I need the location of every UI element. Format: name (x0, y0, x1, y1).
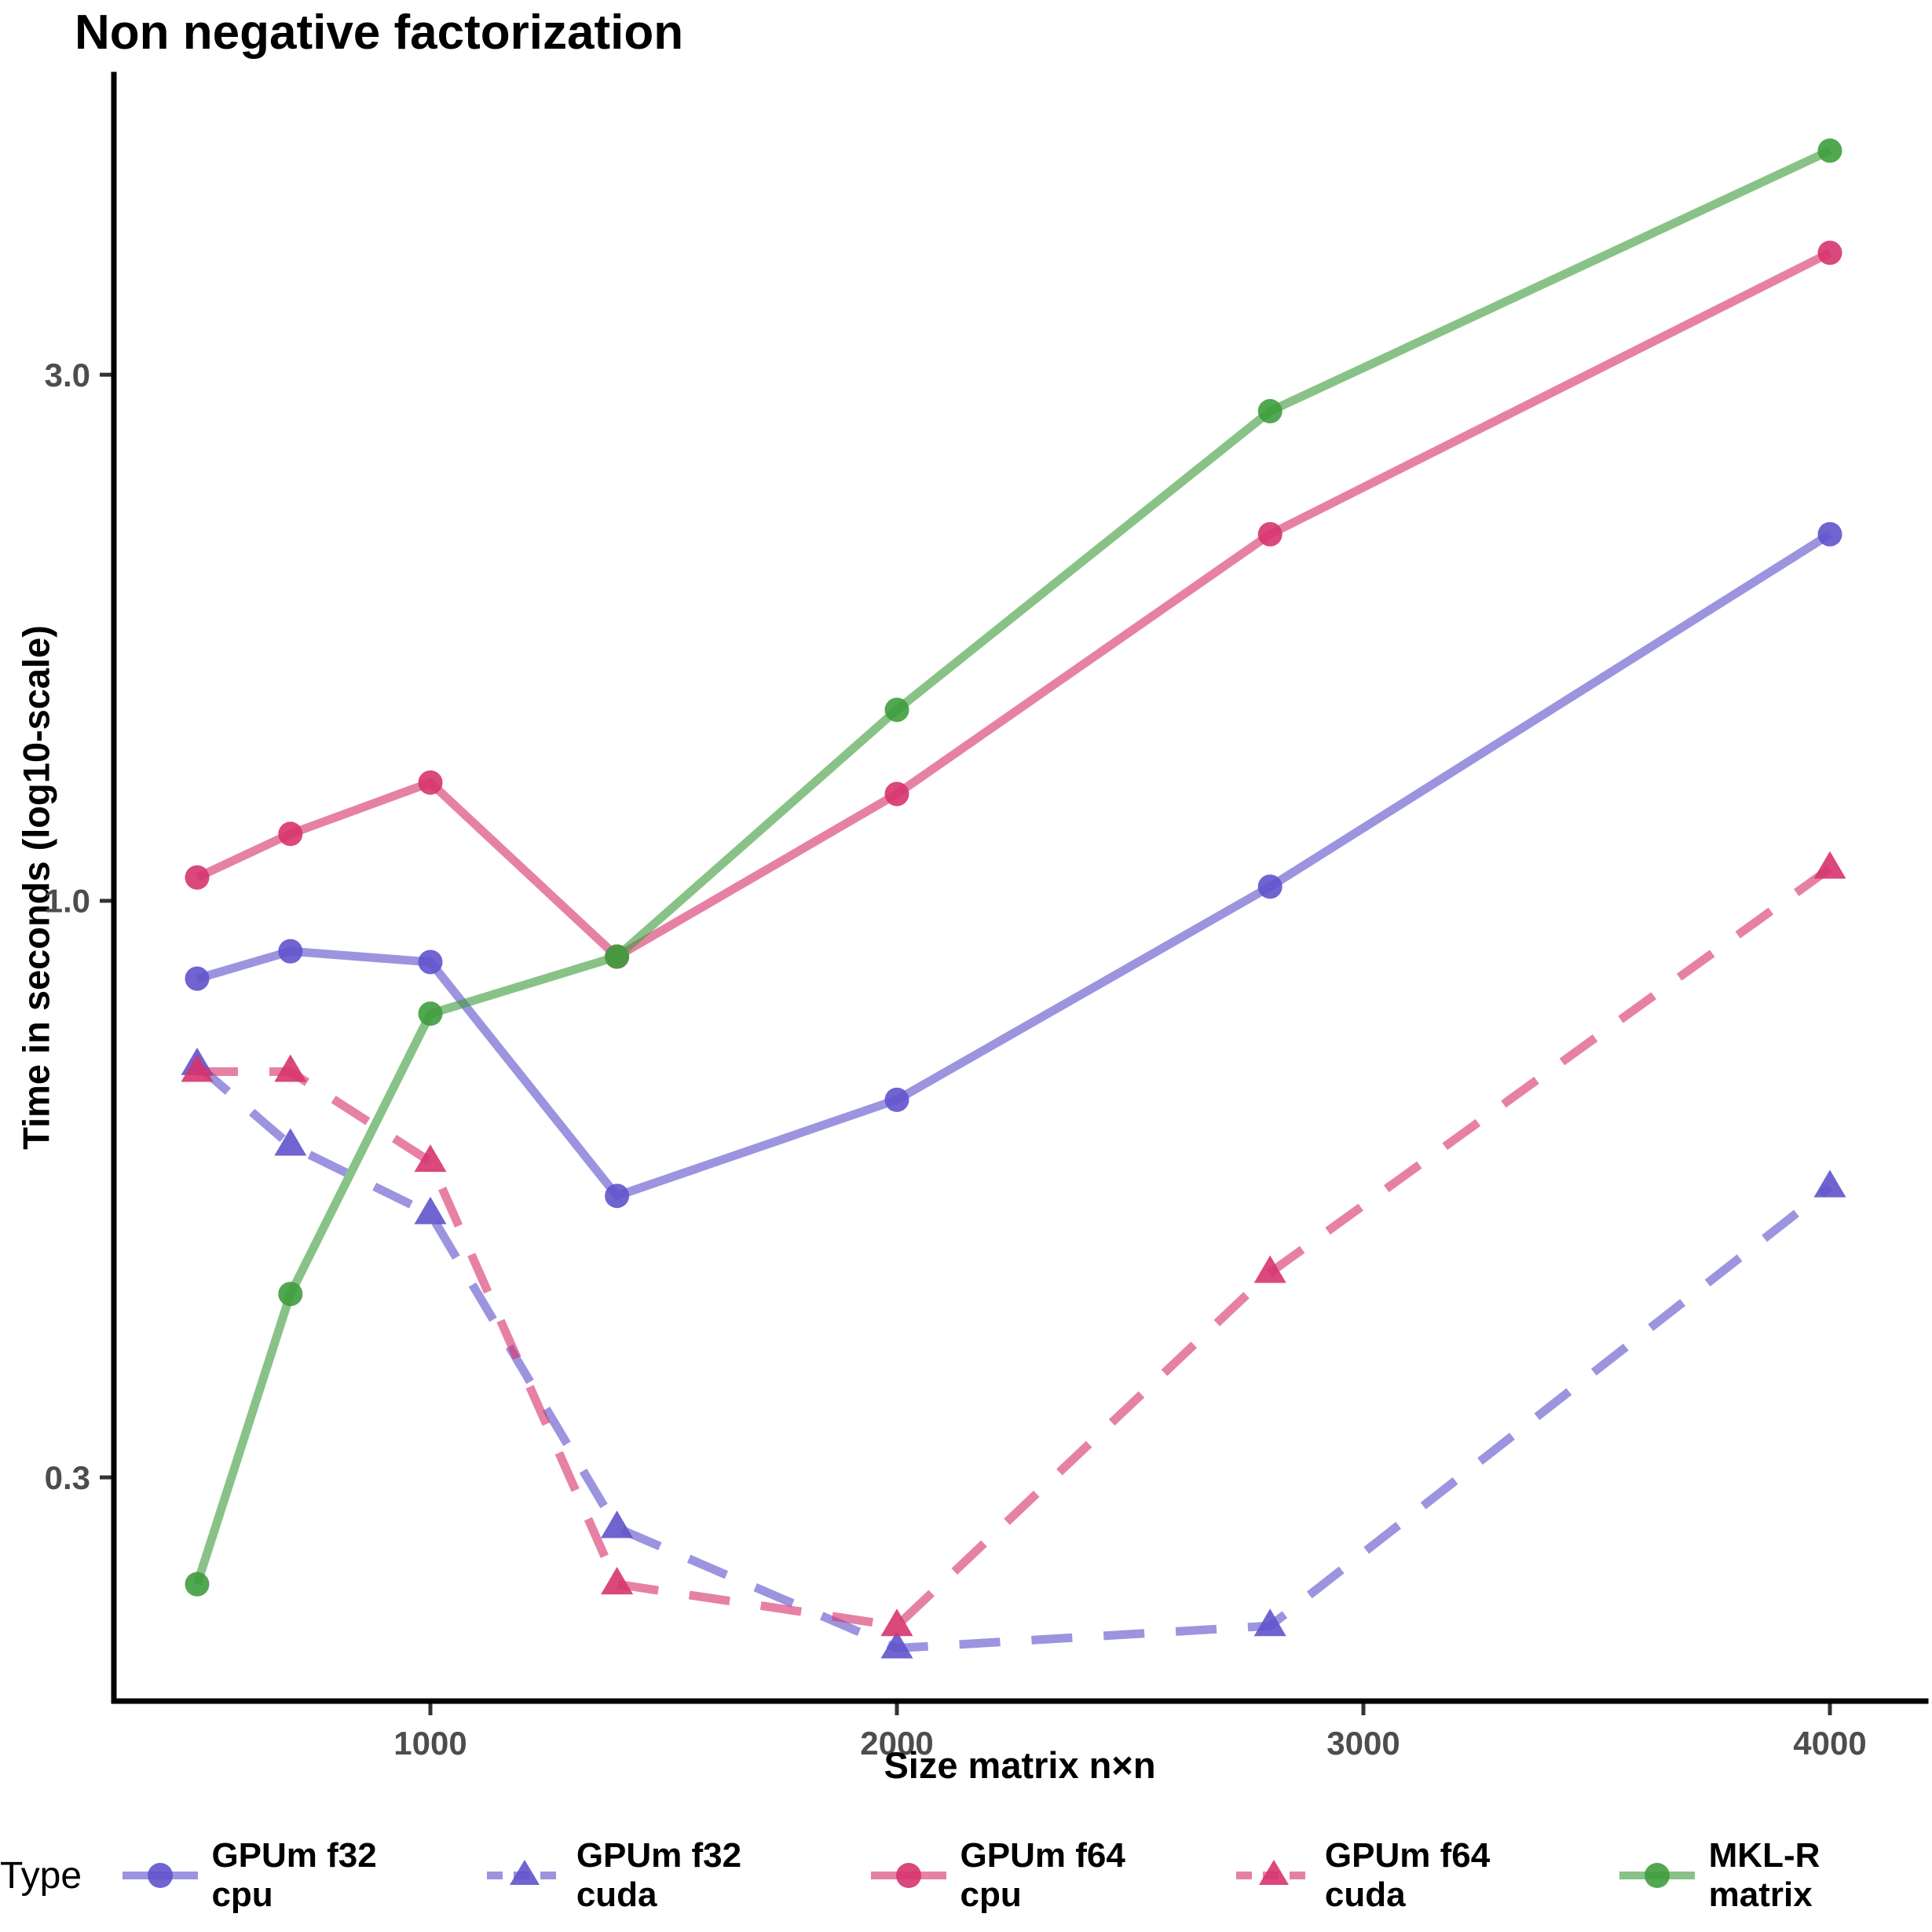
series-line (194, 1061, 1833, 1653)
series-gpum-f32-cpu (185, 521, 1842, 1209)
axis-lines (111, 71, 1929, 1704)
data-point-circle (418, 770, 443, 795)
data-point-triangle (1813, 1169, 1846, 1198)
series-line (195, 248, 1832, 961)
chart-title: Non negative factorization (75, 5, 684, 60)
legend-label: GPUm f64 cpu (960, 1836, 1125, 1914)
series-mkl-r-matrix (185, 138, 1842, 1597)
y-tick-label: 0.3 (45, 1459, 90, 1496)
data-point-triangle (1253, 1255, 1286, 1283)
data-point-triangle (414, 1144, 447, 1173)
series-gpum-f64-cpu (185, 240, 1842, 969)
legend-key-triangle (487, 1860, 563, 1885)
data-point-triangle (1813, 851, 1846, 879)
data-point-circle (1257, 874, 1283, 899)
data-point-circle (1817, 138, 1842, 163)
legend-key-triangle (1235, 1860, 1312, 1885)
data-point-circle (605, 1184, 630, 1209)
data-point-triangle (274, 1128, 307, 1156)
legend-key-marker (510, 1860, 540, 1885)
data-point-triangle (181, 1054, 214, 1082)
data-point-triangle (274, 1054, 307, 1082)
legend-key-marker (148, 1863, 174, 1888)
legend-label: GPUm f32 cpu (211, 1836, 377, 1914)
data-point-triangle (601, 1567, 634, 1595)
x-tick-label: 3000 (1326, 1725, 1400, 1762)
data-point-circle (278, 939, 303, 964)
data-point-circle (185, 966, 210, 991)
legend: Type GPUm f32 cpu GPUm f32 cuda GPUm f64 c… (0, 1836, 1932, 1915)
legend-key-marker (1645, 1863, 1670, 1888)
data-point-circle (605, 944, 630, 969)
data-point-circle (418, 1001, 443, 1026)
legend-label: GPUm f32 cuda (576, 1836, 742, 1914)
data-point-triangle (1253, 1608, 1286, 1637)
y-tick-label: 3.0 (45, 357, 90, 393)
data-point-circle (1817, 521, 1842, 547)
legend-item: GPUm f64 cuda (1233, 1836, 1579, 1915)
legend-items: GPUm f32 cpu GPUm f32 cuda GPUm f64 cpu GPU… (119, 1836, 1932, 1915)
data-point-circle (884, 697, 909, 723)
y-tick-label: 1.0 (45, 883, 90, 920)
series-gpum-f32-cuda (181, 1047, 1846, 1659)
data-point-triangle (414, 1196, 447, 1224)
legend-item: GPUm f32 cpu (119, 1836, 446, 1915)
data-point-circle (418, 950, 443, 975)
legend-label: GPUm f64 cuda (1324, 1836, 1491, 1914)
data-point-circle (185, 1572, 210, 1597)
data-point-triangle (880, 1630, 913, 1659)
x-tick-label: 1000 (393, 1725, 467, 1762)
data-point-circle (884, 781, 909, 807)
data-point-triangle (601, 1510, 634, 1539)
data-point-circle (278, 821, 303, 847)
x-axis-title: Size matrix n×n (884, 1744, 1156, 1786)
data-point-circle (1257, 399, 1283, 424)
data-point-circle (1817, 240, 1842, 265)
legend-key-circle (871, 1863, 947, 1888)
x-tick-label: 4000 (1793, 1725, 1866, 1762)
legend-key-circle (1619, 1863, 1696, 1888)
series-line (192, 146, 1832, 1586)
legend-title: Type (0, 1854, 82, 1897)
data-point-circle (278, 1282, 303, 1307)
data-point-circle (1257, 521, 1283, 547)
legend-key-circle (123, 1863, 199, 1888)
series-line (196, 530, 1832, 1201)
legend-label: MKL-R matrix (1708, 1836, 1820, 1914)
legend-key-marker (1258, 1860, 1289, 1885)
data-point-circle (884, 1087, 909, 1112)
legend-item: GPUm f32 cuda (484, 1836, 830, 1915)
legend-item: GPUm f64 cpu (868, 1836, 1195, 1915)
data-point-triangle (880, 1608, 913, 1637)
data-point-circle (185, 865, 210, 890)
series-gpum-f64-cuda (181, 851, 1846, 1637)
legend-key-marker (896, 1863, 922, 1888)
x-tick-label: 2000 (860, 1725, 933, 1762)
legend-item: MKL-R matrix (1616, 1836, 1932, 1915)
